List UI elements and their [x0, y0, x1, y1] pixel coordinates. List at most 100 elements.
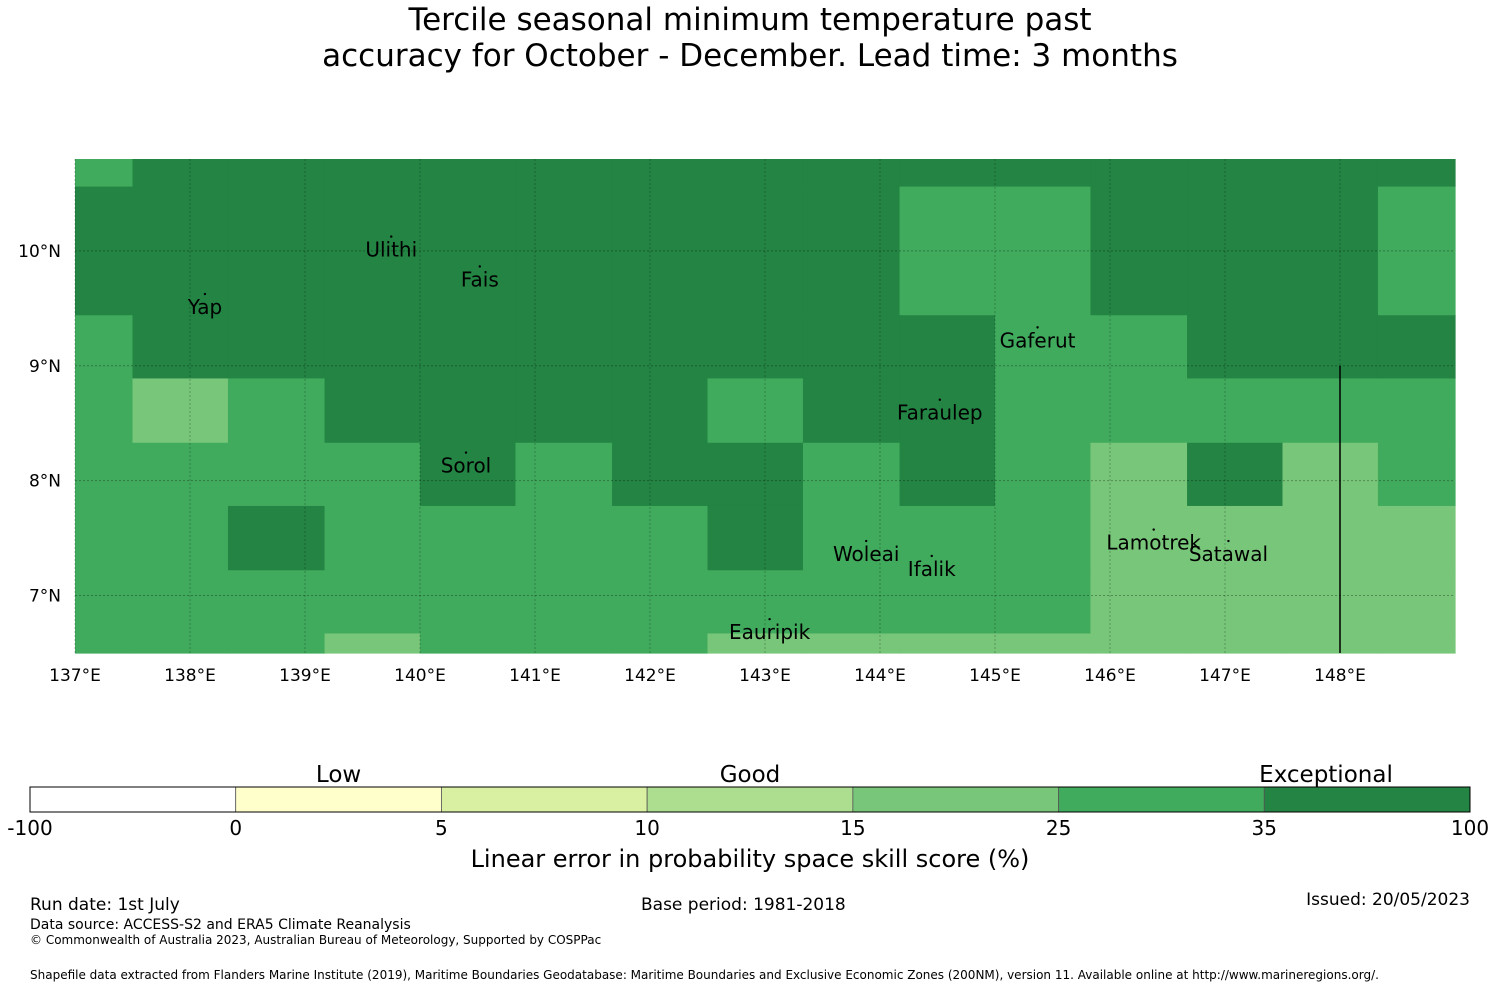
base-period: Base period: 1981-2018 — [641, 895, 846, 915]
skill-cell — [132, 633, 229, 654]
colorbar-bin — [646, 786, 854, 813]
skill-cell — [515, 505, 613, 571]
island-marker — [390, 235, 393, 238]
island-marker — [478, 265, 481, 268]
skill-cells — [75, 159, 1456, 654]
skill-cell — [1282, 633, 1379, 654]
skill-cell — [612, 159, 709, 188]
skill-cell — [75, 442, 134, 507]
skill-cell — [1090, 315, 1188, 380]
skill-cell — [324, 315, 421, 380]
skill-cell — [1090, 633, 1188, 654]
skill-cell — [899, 186, 996, 316]
colorbar: -100 0 5 10 15 25 35 100 Low Good Exceptional Linea… — [7, 762, 1489, 873]
skill-cell — [707, 442, 804, 507]
island-marker — [1227, 539, 1230, 543]
skill-cell — [1282, 442, 1379, 507]
skill-cell — [802, 505, 901, 571]
skill-cell — [420, 315, 517, 380]
skill-cell — [515, 159, 613, 188]
skill-cell — [1377, 505, 1456, 571]
place-label: Gaferut — [1000, 328, 1076, 352]
skill-cell — [612, 505, 709, 571]
skill-cell — [1377, 186, 1456, 316]
place-label: Fais — [461, 267, 499, 291]
skill-cell — [1282, 159, 1379, 188]
skill-cell — [995, 570, 1092, 635]
skill-cell — [1187, 505, 1284, 571]
skill-cell — [802, 633, 901, 654]
skill-cell — [899, 633, 996, 654]
skill-cell — [612, 186, 709, 316]
colorbar-frame — [29, 786, 1471, 813]
island-marker — [865, 539, 868, 543]
skill-cell — [132, 505, 229, 571]
skill-cell — [1090, 570, 1188, 635]
colorbar-tick-label: 10 — [634, 816, 659, 840]
skill-cell — [707, 378, 804, 444]
skill-cell — [707, 159, 804, 188]
skill-cell — [132, 315, 229, 380]
island-marker — [464, 451, 468, 454]
colorbar-category-label: Good — [720, 762, 781, 788]
skill-cell — [707, 633, 804, 654]
latitude-tick-label: 7°N — [29, 587, 61, 607]
colorbar-bin — [852, 786, 1059, 813]
skill-cell — [132, 570, 229, 635]
skill-cell — [324, 159, 421, 188]
skill-cell — [1187, 159, 1284, 188]
skill-cell — [324, 378, 421, 444]
colorbar-bin — [1263, 786, 1471, 813]
graticule — [74, 159, 1455, 653]
skill-cell — [515, 315, 613, 380]
skill-cell — [1187, 442, 1284, 507]
skill-cell — [612, 570, 709, 635]
colorbar-tick-label: 0 — [229, 816, 242, 840]
skill-cell — [420, 633, 517, 654]
latitude-axis: 7°N 8°N 9°N 10°N — [18, 242, 61, 607]
skill-cell — [1377, 315, 1456, 380]
longitude-tick-label: 145°E — [969, 666, 1021, 686]
skill-cell — [324, 186, 421, 316]
skill-cell — [420, 378, 517, 444]
colorbar-bin — [1058, 786, 1265, 813]
skill-cell — [995, 315, 1092, 380]
place-label: Eauripik — [729, 620, 811, 644]
latitude-tick-label: 8°N — [29, 472, 61, 492]
skill-cell — [802, 570, 901, 635]
skill-cell — [75, 378, 134, 444]
skill-cell — [1090, 378, 1188, 444]
skill-cell — [1090, 186, 1188, 316]
skill-cell — [420, 505, 517, 571]
run-date: Run date: 1st July — [30, 895, 180, 915]
skill-cell — [324, 505, 421, 571]
longitude-tick-label: 141°E — [509, 666, 561, 686]
skill-cell — [802, 186, 901, 316]
skill-cell — [995, 633, 1092, 654]
skill-cell — [1282, 505, 1379, 571]
copyright: © Commonwealth of Australia 2023, Austra… — [30, 933, 602, 947]
place-label: Sorol — [441, 454, 492, 478]
longitude-tick-label: 147°E — [1199, 666, 1251, 686]
skill-cell — [227, 186, 326, 316]
skill-cell — [612, 378, 709, 444]
skill-cell — [324, 633, 421, 654]
island-marker — [930, 554, 933, 558]
skill-cell — [227, 505, 326, 571]
longitude-tick-label: 140°E — [394, 666, 446, 686]
longitude-tick-label: 142°E — [624, 666, 676, 686]
issued-date: Issued: 20/05/2023 — [1306, 890, 1470, 910]
skill-cell — [515, 442, 613, 507]
place-label: Yap — [187, 295, 222, 319]
skill-cell — [75, 633, 134, 654]
skill-cell — [1377, 442, 1456, 507]
shapefile-credit: Shapefile data extracted from Flanders M… — [30, 968, 1379, 982]
skill-cell — [707, 505, 804, 571]
skill-cell — [1187, 633, 1284, 654]
colorbar-tick-label: -100 — [7, 816, 52, 840]
longitude-tick-label: 143°E — [739, 666, 791, 686]
skill-cell — [995, 378, 1092, 444]
island-marker — [768, 617, 771, 621]
island-marker — [938, 398, 941, 401]
skill-cell — [75, 505, 134, 571]
